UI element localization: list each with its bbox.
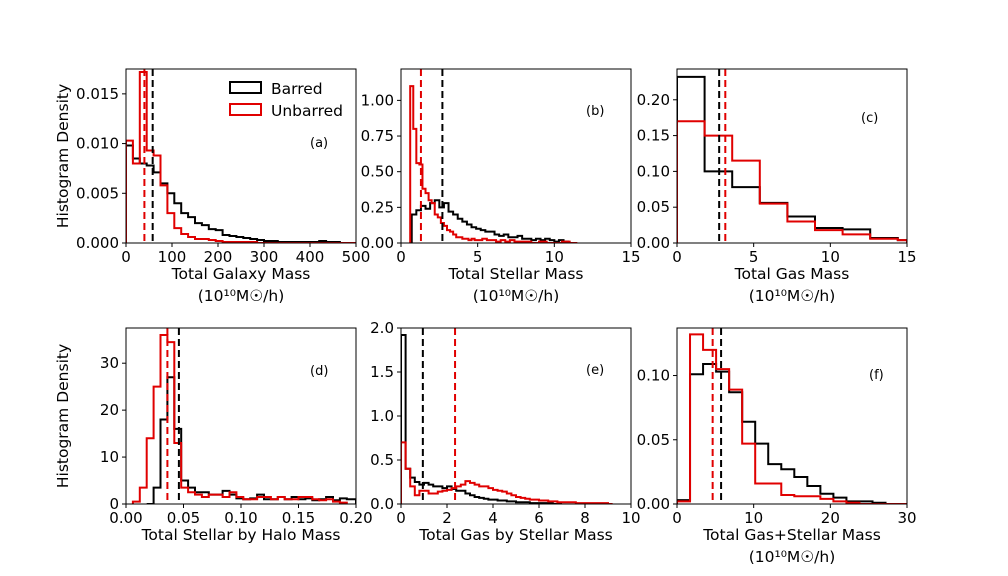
y-tick-label: 0.015 <box>76 85 119 103</box>
y-tick-label: 1.0 <box>370 407 394 425</box>
x-tick-label: 0 <box>396 248 406 266</box>
unit-label: (10¹⁰M☉/h) <box>749 287 836 305</box>
y-tick-label: 0.10 <box>637 162 670 180</box>
panel-letter: (f) <box>869 368 884 383</box>
y-tick-label: 0.00 <box>361 234 394 252</box>
x-tick-label: 400 <box>296 248 325 266</box>
x-tick-label: 200 <box>204 248 233 266</box>
y-tick-label: 0.010 <box>76 135 119 153</box>
x-tick-label: 8 <box>580 509 590 527</box>
unit-label: (10¹⁰M☉/h) <box>749 548 836 566</box>
panel-letter: (e) <box>586 363 604 378</box>
x-tick-label: 4 <box>488 509 498 527</box>
y-axis-label: Histogram Density <box>54 344 72 488</box>
x-tick-label: 0.00 <box>109 509 142 527</box>
y-tick-label: 0.10 <box>637 367 670 385</box>
x-axis-label: Total Galaxy Mass <box>171 265 311 283</box>
histogram-barred <box>677 75 907 243</box>
y-tick-label: 1.00 <box>361 91 394 109</box>
x-axis-label: Total Gas by Stellar Mass <box>418 526 612 544</box>
y-tick-label: 0.15 <box>637 127 670 145</box>
y-tick-label: 0.00 <box>637 234 670 252</box>
x-tick-label: 500 <box>342 248 371 266</box>
x-tick-label: 6 <box>534 509 544 527</box>
y-tick-label: 0.25 <box>361 198 394 216</box>
legend-swatch-unbarred <box>229 103 262 116</box>
x-tick-label: 10 <box>744 509 763 527</box>
x-axis-label: Total Gas Mass <box>734 265 850 283</box>
legend-swatch-barred <box>229 81 262 94</box>
y-tick-label: 0.5 <box>370 451 394 469</box>
x-axis-label: Total Gas+Stellar Mass <box>702 526 881 544</box>
x-tick-label: 0.10 <box>224 509 257 527</box>
y-tick-label: 0.000 <box>76 234 119 252</box>
histogram-unbarred <box>677 333 907 504</box>
panel-f: 0 10 20 30 0.00 0.05 0.10 Total Gas+Stellar Mas… <box>637 327 917 566</box>
y-tick-label: 0.005 <box>76 184 119 202</box>
panel-b: 0 5 10 15 0.00 0.25 0.50 0.75 1.00 Total Stellar … <box>361 68 641 305</box>
x-tick-label: 0 <box>121 248 131 266</box>
x-tick-label: 100 <box>158 248 187 266</box>
histogram-barred <box>677 362 907 504</box>
x-tick-label: 0.15 <box>282 509 315 527</box>
histogram-barred <box>410 199 570 243</box>
x-tick-label: 15 <box>621 248 640 266</box>
panel-letter: (b) <box>586 104 604 119</box>
y-tick-label: 10 <box>100 448 119 466</box>
x-axis-label: Total Stellar Mass <box>447 265 583 283</box>
unit-label: (10¹⁰M☉/h) <box>198 287 285 305</box>
x-tick-label: 0 <box>672 509 682 527</box>
x-tick-label: 300 <box>250 248 279 266</box>
panel-e: 0 2 4 6 8 10 0.0 0.5 1.0 1.5 2.0 Total Gas by Stell… <box>370 319 640 544</box>
y-tick-label: 0.05 <box>637 198 670 216</box>
x-tick-label: 0.20 <box>339 509 372 527</box>
y-tick-label: 0.20 <box>637 91 670 109</box>
x-tick-label: 30 <box>897 509 916 527</box>
panel-letter: (d) <box>310 364 328 379</box>
x-tick-label: 20 <box>821 509 840 527</box>
x-axis-label: Total Stellar by Halo Mass <box>141 526 341 544</box>
x-tick-label: 0 <box>396 509 406 527</box>
y-tick-label: 20 <box>100 401 119 419</box>
histogram-barred <box>401 334 562 504</box>
y-tick-label: 0.00 <box>637 495 670 513</box>
axes-frame <box>676 327 908 505</box>
histogram-unbarred <box>401 441 613 504</box>
x-tick-label: 2 <box>442 509 452 527</box>
x-tick-label: 10 <box>821 248 840 266</box>
x-tick-label: 5 <box>473 248 483 266</box>
x-tick-label: 10 <box>545 248 564 266</box>
axes-frame <box>125 68 357 244</box>
axes-frame <box>400 327 632 505</box>
y-tick-label: 0.0 <box>370 495 394 513</box>
legend-label-unbarred: Unbarred <box>271 102 343 120</box>
panel-c: 0 5 10 15 0.00 0.05 0.10 0.15 0.20 Total Gas Mass… <box>637 68 917 305</box>
y-tick-label: 0 <box>109 495 119 513</box>
legend: Barred Unbarred <box>229 80 343 120</box>
unit-label: (10¹⁰M☉/h) <box>473 287 560 305</box>
x-tick-label: 10 <box>621 509 640 527</box>
x-tick-label: 0 <box>672 248 682 266</box>
y-tick-label: 2.0 <box>370 319 394 337</box>
y-tick-label: 1.5 <box>370 363 394 381</box>
histogram-unbarred <box>409 85 578 243</box>
x-tick-label: 0.05 <box>167 509 200 527</box>
y-tick-label: 30 <box>100 354 119 372</box>
y-tick-label: 0.50 <box>361 163 394 181</box>
axes-frame <box>400 68 632 244</box>
y-tick-label: 0.05 <box>637 431 670 449</box>
histogram-unbarred <box>131 334 348 504</box>
y-axis-label: Histogram Density <box>54 84 72 228</box>
panel-d: 0.00 0.05 0.10 0.15 0.20 0 10 20 30 Total Stellar… <box>54 327 373 544</box>
x-tick-label: 5 <box>749 248 759 266</box>
panel-letter: (c) <box>861 111 878 126</box>
legend-label-barred: Barred <box>271 80 323 98</box>
x-tick-label: 15 <box>897 248 916 266</box>
axes-frame <box>676 68 908 244</box>
histogram-unbarred <box>677 120 907 243</box>
panel-letter: (a) <box>310 136 328 151</box>
panel-a: 0 100 200 300 400 500 0.000 0.005 0.010 0.015 Tota… <box>54 68 371 305</box>
y-tick-label: 0.75 <box>361 127 394 145</box>
